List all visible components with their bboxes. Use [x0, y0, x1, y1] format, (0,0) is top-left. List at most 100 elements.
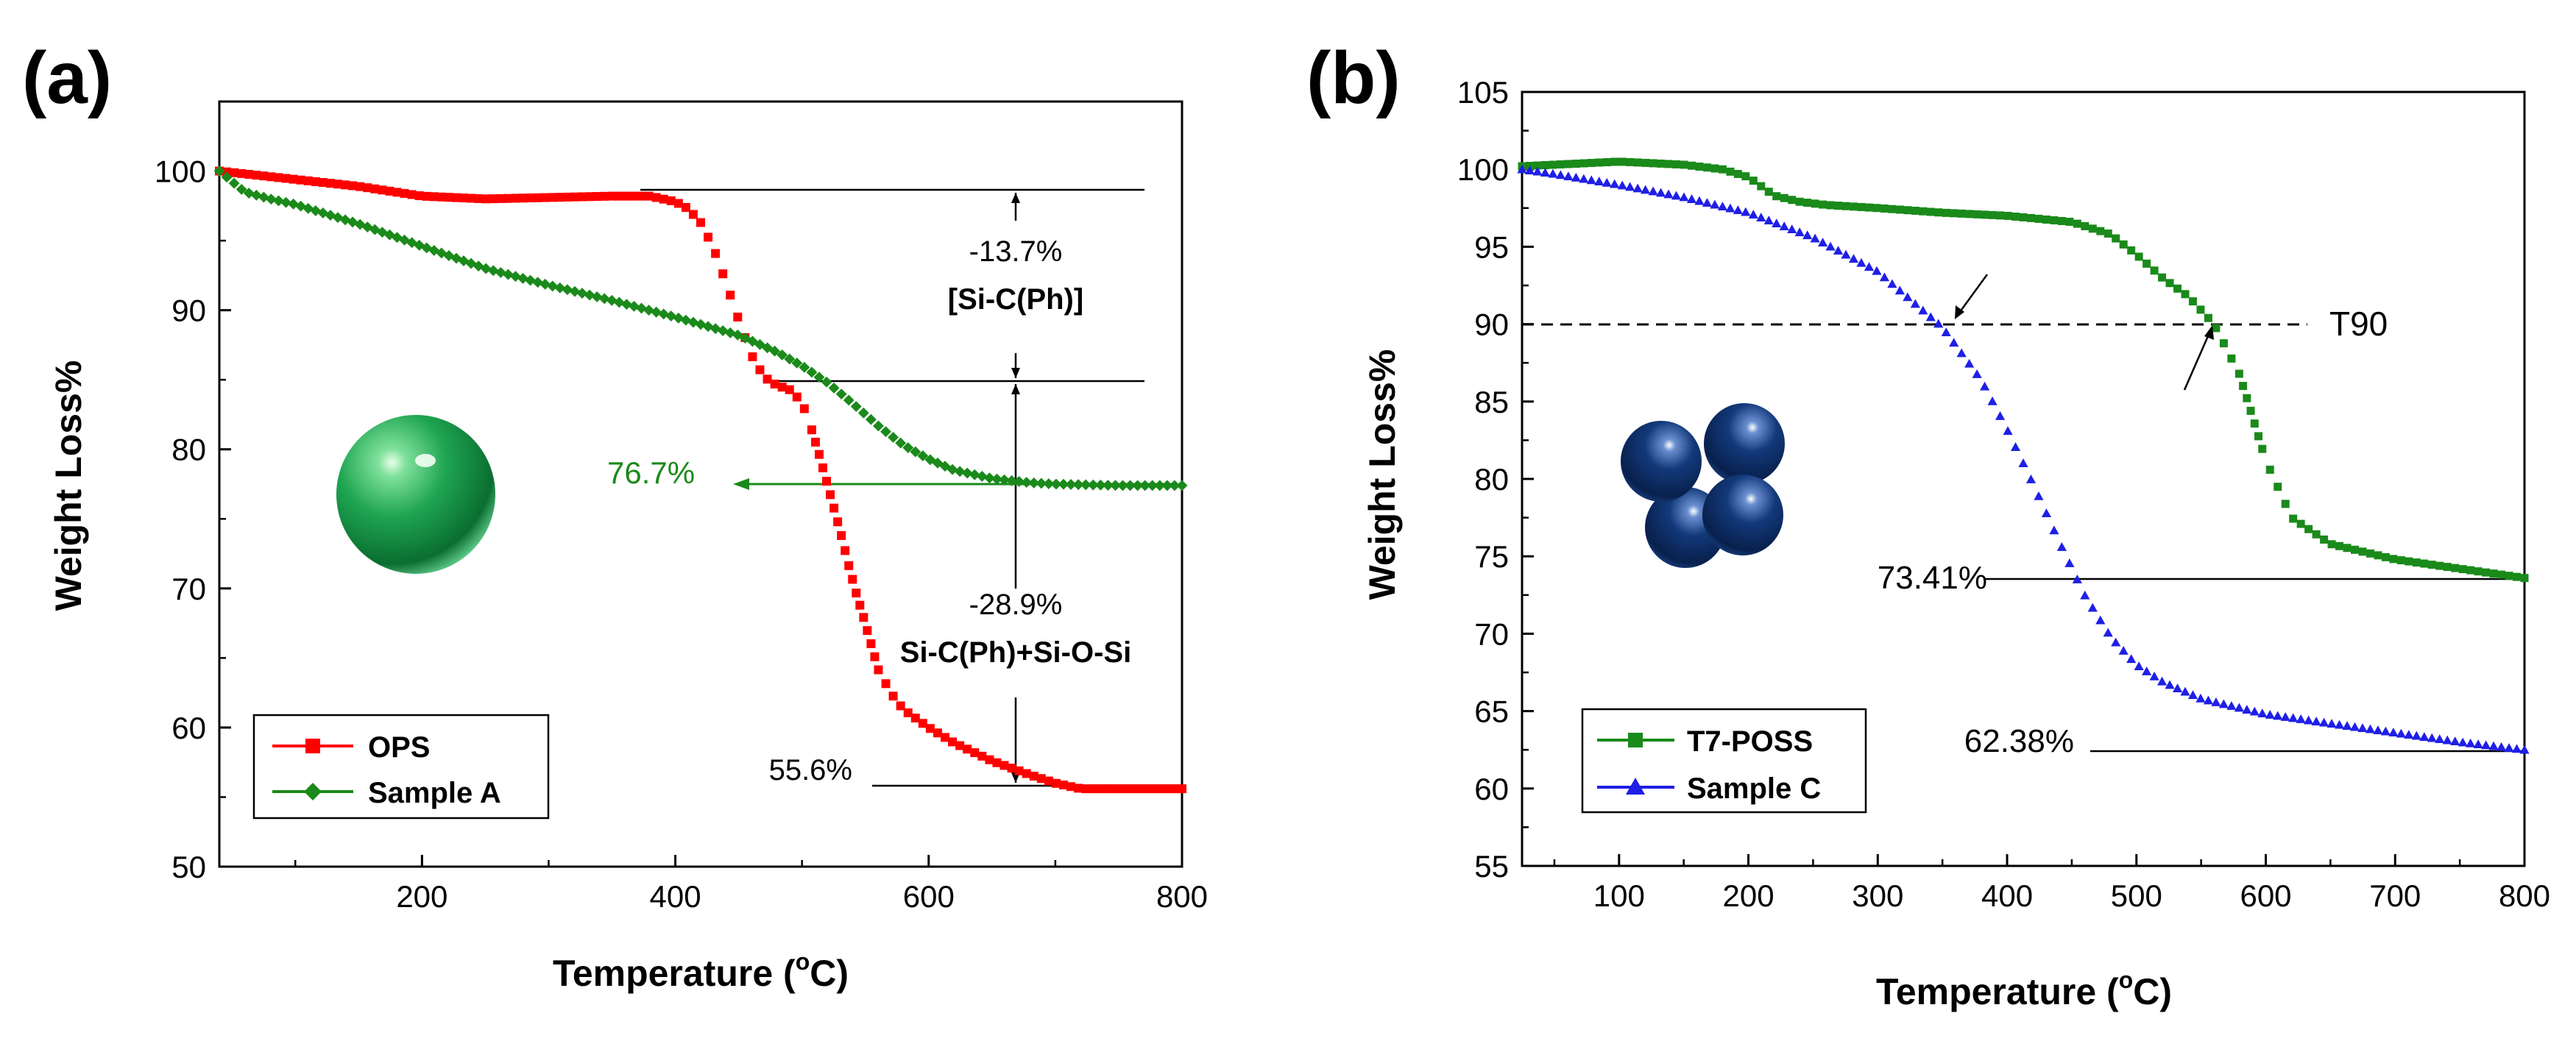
data-point-sample-c — [2319, 717, 2329, 727]
legend-label-sample-c: Sample C — [1687, 772, 1821, 805]
data-point-t7-poss — [2212, 324, 2221, 333]
data-point-sample-a — [983, 472, 995, 484]
data-point-t7-poss — [2374, 551, 2382, 560]
panel-a: (a) 50 60 70 80 90 100 200 400 600 800 Weight Lo… — [22, 37, 1208, 994]
data-point-ops — [400, 188, 409, 198]
data-point-t7-poss — [2188, 297, 2197, 306]
data-point-ops — [540, 193, 550, 202]
data-point-t7-poss — [1857, 202, 1866, 211]
data-point-ops — [726, 291, 735, 300]
data-point-sample-a — [613, 296, 625, 308]
data-point-sample-a — [1102, 480, 1114, 491]
data-point-sample-a — [932, 457, 944, 469]
data-point-t7-poss — [1680, 160, 1688, 169]
data-point-sample-c — [1956, 348, 1967, 358]
data-point-t7-poss — [1710, 164, 1719, 173]
data-point-sample-c — [1710, 199, 1720, 209]
data-point-sample-a — [865, 413, 877, 425]
data-point-sample-a — [1072, 479, 1084, 491]
data-point-sample-c — [1887, 279, 1897, 288]
data-point-t7-poss — [2119, 240, 2128, 249]
data-point-ops — [866, 639, 876, 648]
data-point-sample-c — [1794, 227, 1805, 237]
data-point-ops — [585, 192, 595, 202]
data-point-sample-c — [2411, 731, 2421, 740]
data-point-ops — [1103, 784, 1113, 794]
data-point-ops — [533, 193, 542, 202]
data-point-sample-a — [421, 242, 433, 254]
data-point-t7-poss — [2451, 564, 2460, 572]
data-point-ops — [696, 218, 705, 227]
data-point-sample-c — [1725, 203, 1735, 213]
data-point-sample-a — [591, 291, 603, 302]
data-point-sample-c — [1625, 182, 1635, 191]
data-point-t7-poss — [2127, 246, 2136, 255]
data-point-sample-a — [946, 463, 958, 475]
data-point-sample-c — [1879, 272, 1890, 282]
data-point-ops — [1007, 764, 1016, 773]
x-axis-title-degree-a: o — [796, 948, 810, 975]
data-point-sample-a — [724, 327, 736, 338]
data-point-sample-a — [828, 382, 840, 394]
step1-arrowhead-down — [1011, 368, 1020, 378]
data-point-ops — [874, 665, 883, 675]
data-point-sample-a — [658, 308, 670, 320]
data-point-t7-poss — [2497, 570, 2506, 579]
data-point-sample-c — [2041, 508, 2052, 518]
x-tick-label-a: 400 — [650, 879, 701, 914]
data-point-sample-a — [1087, 479, 1099, 491]
data-point-sample-a — [495, 266, 506, 278]
data-point-sample-c — [2072, 574, 2082, 583]
data-point-t7-poss — [2304, 525, 2313, 533]
data-point-sample-c — [2242, 705, 2252, 714]
data-point-sample-c — [2496, 742, 2507, 751]
data-point-t7-poss — [2482, 568, 2491, 577]
data-point-ops — [244, 169, 254, 179]
x-tick-label-b: 400 — [1981, 878, 2033, 913]
data-point-sample-c — [1602, 177, 1612, 187]
data-point-t7-poss — [2142, 259, 2151, 268]
data-point-t7-poss — [2158, 273, 2167, 282]
data-point-t7-poss — [2513, 572, 2522, 581]
x-tick-label-a: 200 — [396, 879, 447, 914]
data-point-t7-poss — [2389, 555, 2398, 564]
data-point-sample-c — [2334, 720, 2345, 729]
data-point-t7-poss — [1618, 157, 1627, 166]
data-point-ops — [318, 178, 328, 188]
annotation-sample-a-residue: 76.7% — [607, 455, 695, 490]
data-point-sample-a — [939, 461, 951, 472]
data-point-ops — [792, 392, 802, 402]
data-point-sample-c — [2180, 686, 2190, 696]
data-point-t7-poss — [2489, 569, 2498, 578]
data-point-sample-c — [2349, 722, 2360, 731]
data-point-ops — [1074, 784, 1083, 793]
data-point-t7-poss — [1702, 163, 1711, 172]
data-point-ops — [1014, 766, 1024, 775]
data-point-sample-a — [265, 193, 277, 205]
data-point-t7-poss — [2274, 483, 2282, 491]
data-point-sample-c — [1987, 396, 1998, 405]
data-point-sample-c — [2450, 736, 2460, 746]
data-point-sample-a — [850, 401, 862, 412]
data-point-ops — [718, 269, 728, 279]
data-point-t7-poss — [2227, 354, 2236, 363]
series-a — [213, 166, 1188, 794]
data-point-ops — [422, 191, 431, 201]
data-point-t7-poss — [1788, 196, 1797, 205]
data-point-sample-c — [2103, 628, 2113, 637]
data-point-t7-poss — [1540, 160, 1549, 169]
data-point-t7-poss — [1741, 172, 1750, 181]
data-point-ops — [526, 193, 535, 203]
data-point-ops — [348, 181, 358, 191]
data-point-t7-poss — [2381, 553, 2390, 561]
data-point-t7-poss — [2096, 227, 2105, 235]
data-point-ops — [1147, 784, 1157, 794]
data-point-ops — [748, 352, 757, 361]
data-point-t7-poss — [2281, 500, 2290, 508]
y-tick-label-b: 85 — [1474, 385, 1509, 419]
data-point-t7-poss — [1965, 210, 1974, 218]
data-point-t7-poss — [1803, 199, 1812, 207]
data-point-ops — [666, 196, 676, 205]
data-point-t7-poss — [1826, 201, 1835, 210]
data-point-ops — [1155, 784, 1164, 794]
